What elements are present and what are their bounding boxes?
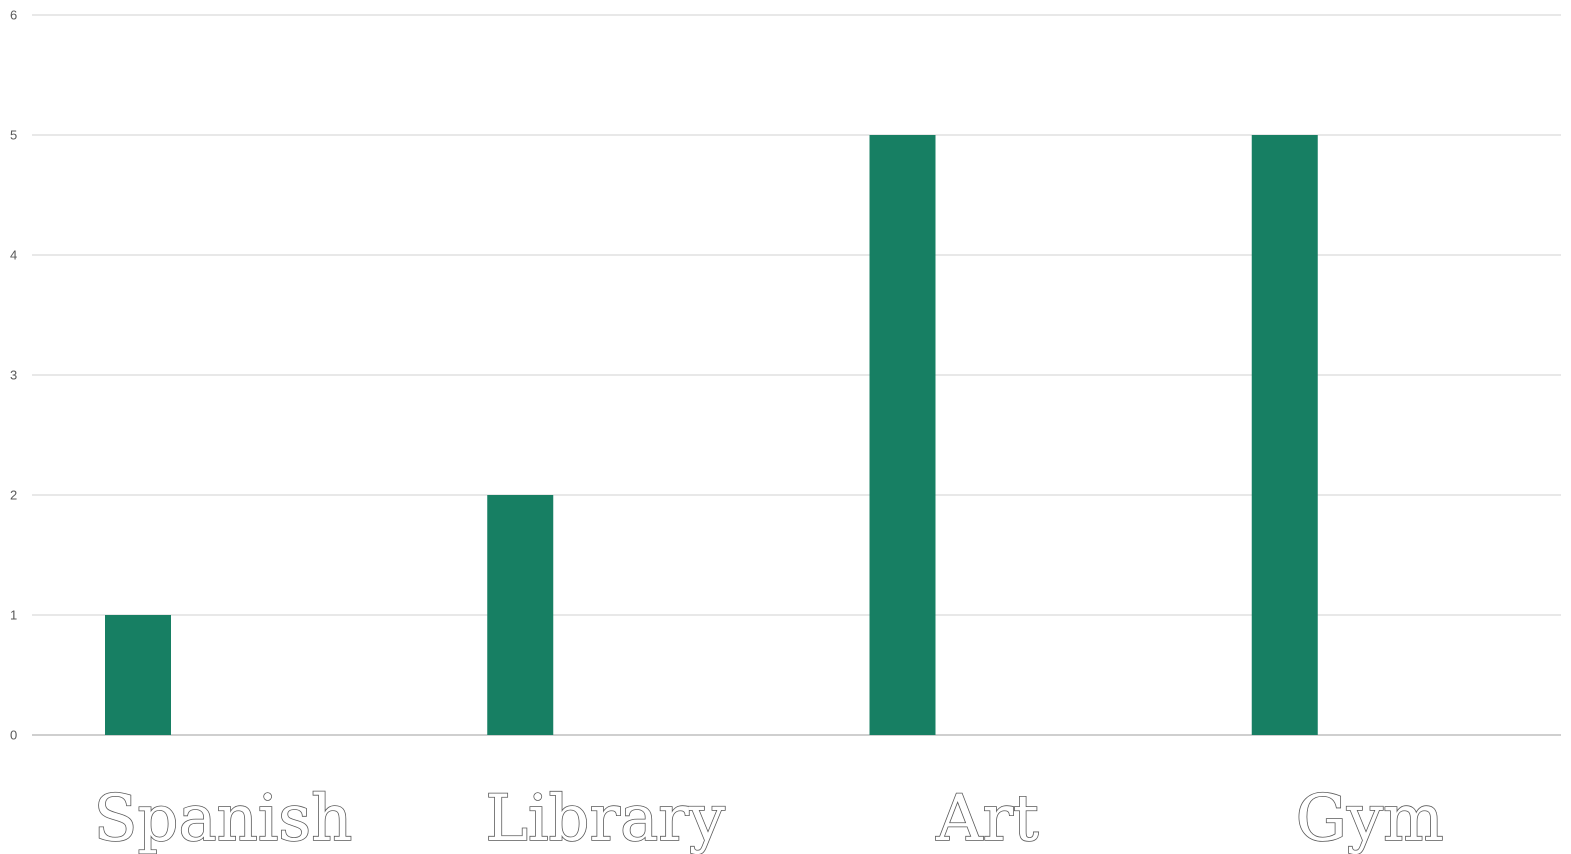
bar-spanish: [105, 615, 171, 735]
bar-gym: [1251, 135, 1318, 735]
y-tick-label: 4: [10, 248, 17, 263]
gridlines: [32, 14, 1561, 736]
x-axis-category-labels: Spanish Library Art Gym: [93, 781, 1445, 854]
x-tick-label-spanish: Spanish: [94, 782, 353, 854]
y-tick-label: 5: [10, 128, 17, 143]
x-tick-label-gym: Gym: [1296, 782, 1444, 854]
bars: [105, 135, 1318, 735]
x-tick-label-library: Library: [486, 782, 725, 854]
y-tick-label: 1: [10, 608, 17, 623]
y-axis-tick-labels: 0 1 2 3 4 5 6: [10, 8, 17, 743]
y-tick-label: 3: [10, 368, 17, 383]
bar-art: [869, 135, 936, 735]
bar-library: [487, 495, 554, 735]
y-tick-label: 6: [10, 8, 17, 23]
y-tick-label: 0: [10, 728, 17, 743]
y-tick-label: 2: [10, 488, 17, 503]
x-tick-label-art: Art: [935, 782, 1039, 854]
